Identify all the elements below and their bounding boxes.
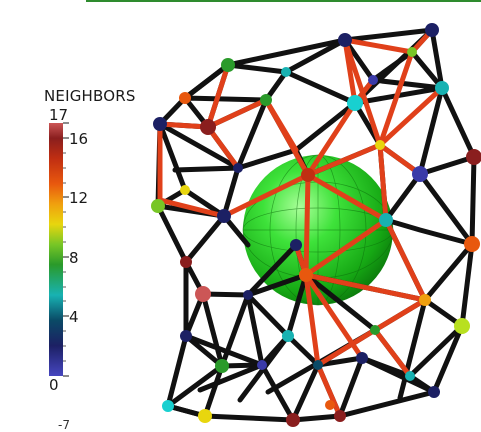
node [375, 140, 385, 150]
node [153, 117, 167, 131]
node [301, 168, 315, 182]
node [215, 359, 229, 373]
legend-tick-0: 0 [49, 376, 59, 394]
node [180, 256, 192, 268]
node [221, 58, 235, 72]
node [466, 149, 481, 165]
node [195, 286, 211, 302]
node [356, 352, 368, 364]
node [325, 400, 335, 410]
node [368, 75, 378, 85]
node [405, 371, 415, 381]
legend-tick-12: 12 [69, 189, 89, 207]
node [198, 409, 212, 423]
node [151, 199, 165, 213]
legend-tick-17: 17 [49, 106, 69, 124]
top-accent-bar [86, 0, 481, 2]
node [313, 360, 323, 370]
node [233, 163, 243, 173]
node [334, 410, 346, 422]
node [299, 268, 313, 282]
node [180, 330, 192, 342]
legend-title: NEIGHBORS [44, 87, 136, 105]
node [419, 294, 431, 306]
node [428, 386, 440, 398]
nodes [151, 23, 481, 427]
node [282, 330, 294, 342]
node [464, 236, 480, 252]
node [286, 413, 300, 427]
node [454, 318, 470, 334]
colorbar-ticks [63, 122, 69, 377]
node [217, 209, 231, 223]
node [370, 325, 380, 335]
node [425, 23, 439, 37]
node [180, 185, 190, 195]
node [281, 67, 291, 77]
node [435, 81, 449, 95]
node [379, 213, 393, 227]
edges-red [157, 27, 445, 419]
colorbar [49, 122, 69, 377]
node [290, 239, 302, 251]
node [338, 33, 352, 47]
node [412, 166, 428, 182]
node [243, 290, 253, 300]
legend-tick-16: 16 [69, 130, 89, 148]
node [179, 92, 191, 104]
node [407, 47, 417, 57]
legend-tick-4: 4 [69, 308, 79, 326]
node [200, 119, 216, 135]
node [260, 94, 272, 106]
node [257, 360, 267, 370]
node [347, 95, 363, 111]
legend-tick-8: 8 [69, 249, 79, 267]
corner-label: -7 [58, 418, 70, 432]
colorbar-fill [49, 123, 63, 376]
node [162, 400, 174, 412]
